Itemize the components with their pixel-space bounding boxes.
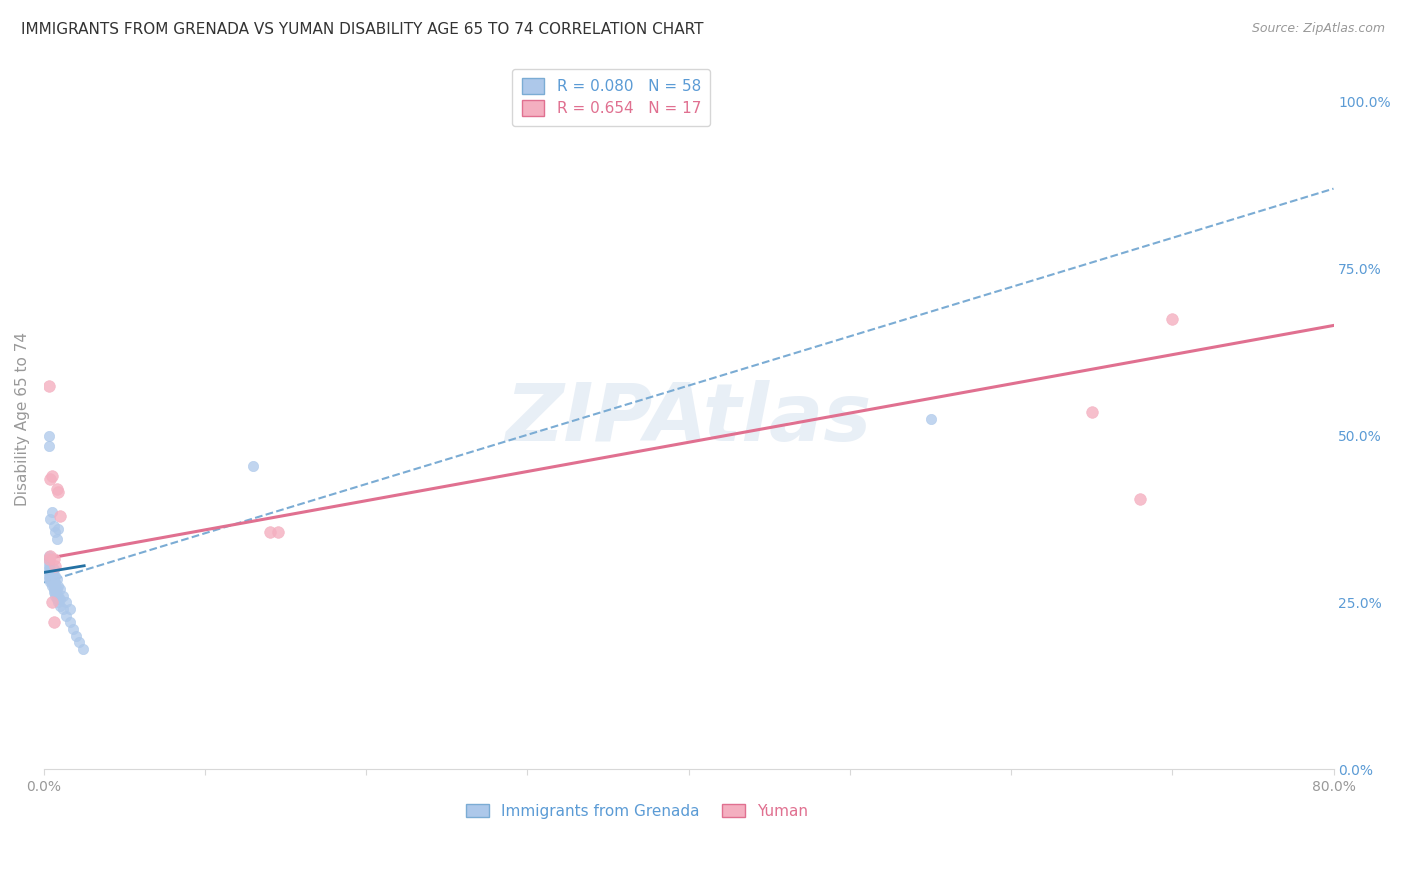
Point xyxy=(42,572,65,586)
Point xyxy=(44,575,66,590)
Point xyxy=(62,622,84,636)
Point xyxy=(242,458,264,473)
Point xyxy=(42,568,65,582)
Point xyxy=(52,602,75,616)
Point xyxy=(266,525,288,540)
Point xyxy=(39,575,62,590)
Point xyxy=(38,562,60,576)
Point xyxy=(48,589,70,603)
Point xyxy=(38,566,60,580)
Point xyxy=(48,522,70,536)
Point xyxy=(45,532,67,546)
Point xyxy=(44,525,66,540)
Point xyxy=(45,589,67,603)
Point xyxy=(920,412,942,426)
Point xyxy=(48,595,70,609)
Y-axis label: Disability Age 65 to 74: Disability Age 65 to 74 xyxy=(15,332,30,506)
Point xyxy=(45,572,67,586)
Point xyxy=(38,439,60,453)
Point xyxy=(41,505,63,519)
Point xyxy=(55,595,77,609)
Point xyxy=(42,585,65,599)
Point xyxy=(38,558,60,573)
Point xyxy=(41,468,63,483)
Point xyxy=(38,549,60,563)
Point xyxy=(39,568,62,582)
Point xyxy=(41,579,63,593)
Point xyxy=(41,572,63,586)
Point xyxy=(38,568,60,582)
Point xyxy=(42,562,65,576)
Point xyxy=(42,615,65,630)
Point xyxy=(38,428,60,442)
Point xyxy=(38,552,60,566)
Point xyxy=(39,549,62,563)
Point xyxy=(41,575,63,590)
Point xyxy=(49,582,72,596)
Point xyxy=(45,592,67,607)
Point xyxy=(38,378,60,392)
Text: IMMIGRANTS FROM GRENADA VS YUMAN DISABILITY AGE 65 TO 74 CORRELATION CHART: IMMIGRANTS FROM GRENADA VS YUMAN DISABIL… xyxy=(21,22,703,37)
Point xyxy=(41,568,63,582)
Point xyxy=(49,592,72,607)
Point xyxy=(42,552,65,566)
Point xyxy=(39,562,62,576)
Point xyxy=(72,642,94,657)
Point xyxy=(52,589,75,603)
Point xyxy=(48,485,70,500)
Point xyxy=(44,585,66,599)
Point xyxy=(42,582,65,596)
Point xyxy=(59,615,82,630)
Point xyxy=(45,482,67,496)
Point xyxy=(1080,405,1102,419)
Point xyxy=(59,602,82,616)
Point xyxy=(44,558,66,573)
Point xyxy=(259,525,281,540)
Text: Source: ZipAtlas.com: Source: ZipAtlas.com xyxy=(1251,22,1385,36)
Point xyxy=(49,599,72,613)
Point xyxy=(45,582,67,596)
Point xyxy=(1161,311,1184,326)
Point xyxy=(38,555,60,569)
Point xyxy=(38,572,60,586)
Point xyxy=(44,568,66,582)
Text: ZIPAtlas: ZIPAtlas xyxy=(506,380,872,458)
Point xyxy=(55,608,77,623)
Point xyxy=(67,635,90,649)
Point xyxy=(38,552,60,566)
Point xyxy=(44,582,66,596)
Point xyxy=(39,572,62,586)
Point xyxy=(39,472,62,486)
Point xyxy=(39,512,62,526)
Point xyxy=(42,575,65,590)
Point xyxy=(49,508,72,523)
Point xyxy=(48,579,70,593)
Point xyxy=(44,589,66,603)
Point xyxy=(41,595,63,609)
Point xyxy=(42,518,65,533)
Point xyxy=(1129,491,1152,506)
Legend: Immigrants from Grenada, Yuman: Immigrants from Grenada, Yuman xyxy=(460,797,814,825)
Point xyxy=(42,579,65,593)
Point xyxy=(65,629,87,643)
